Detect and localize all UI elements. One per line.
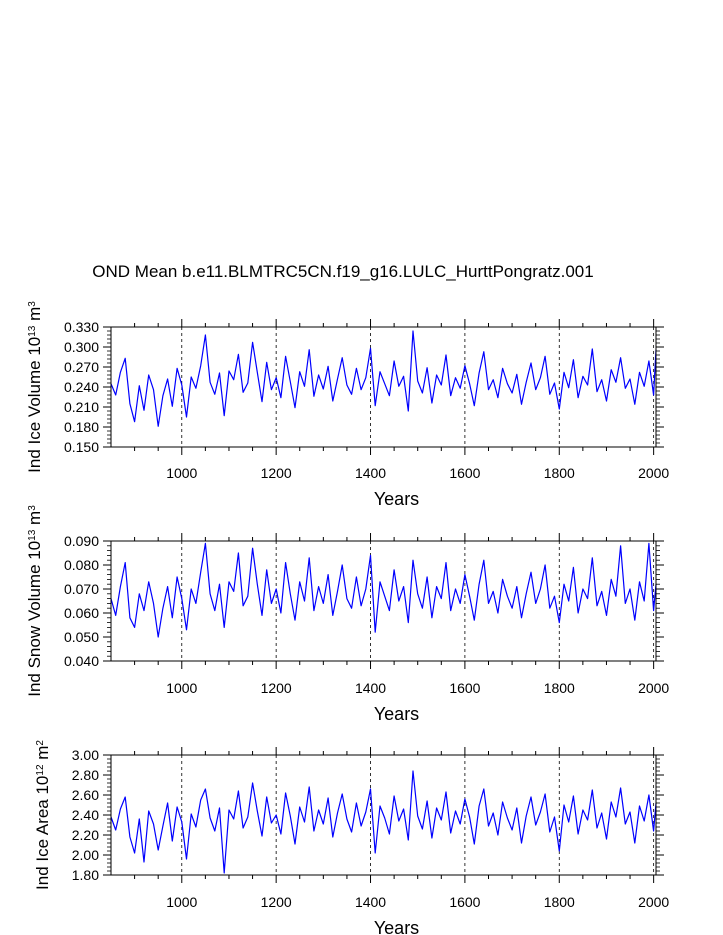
ice_volume-panel: 0.150 0.180 0.210 0.240 0.270 0.300 0.330 1000 1… <box>25 301 669 509</box>
y-tick-label: 0.300 <box>64 339 99 355</box>
x-tick-label: 1600 <box>449 680 480 696</box>
x-axis-label: Years <box>374 704 419 724</box>
x-tick-label: 2000 <box>638 894 669 910</box>
x-tick-label: 1400 <box>355 465 386 481</box>
y-tick-label: 0.090 <box>64 533 99 549</box>
y-tick-label: 0.080 <box>64 557 99 573</box>
x-tick-label: 1200 <box>261 465 292 481</box>
x-tick-label: 1800 <box>544 680 575 696</box>
x-tick-label: 1000 <box>166 465 197 481</box>
plot-frame <box>110 540 657 662</box>
y-axis-label: Ind Snow Volume 1013 m3 <box>25 505 44 697</box>
x-tick-label: 2000 <box>638 465 669 481</box>
y-tick-label: 2.60 <box>72 787 99 803</box>
x-tick-label: 2000 <box>638 680 669 696</box>
y-tick-label: 0.240 <box>64 379 99 395</box>
x-tick-label: 1000 <box>166 680 197 696</box>
y-tick-label: 2.00 <box>72 847 99 863</box>
y-tick-label: 0.070 <box>64 581 99 597</box>
ice_area-series-line <box>110 770 657 874</box>
y-axis-label: Ind Ice Area 1012 m2 <box>33 740 52 890</box>
y-tick-label: 0.060 <box>64 605 99 621</box>
x-axis-label: Years <box>374 489 419 509</box>
y-tick-label: 0.210 <box>64 399 99 415</box>
y-tick-label: 0.150 <box>64 439 99 455</box>
y-tick-label: 2.40 <box>72 807 99 823</box>
y-tick-label: 0.180 <box>64 419 99 435</box>
x-tick-label: 1600 <box>449 465 480 481</box>
snow_volume-series-line <box>110 542 657 638</box>
x-axis-label: Years <box>374 918 419 935</box>
x-tick-label: 1600 <box>449 894 480 910</box>
y-tick-label: 3.00 <box>72 747 99 763</box>
y-tick-label: 0.050 <box>64 629 99 645</box>
y-tick-label: 2.80 <box>72 767 99 783</box>
ice_volume-series-line <box>110 330 657 427</box>
y-tick-label: 0.330 <box>64 319 99 335</box>
chart-title: OND Mean b.e11.BLMTRC5CN.f19_g16.LULC_Hu… <box>92 262 593 281</box>
ice_area-panel: 1.80 2.00 2.20 2.40 2.60 2.80 3.00 1000 1200 1400… <box>33 740 669 935</box>
y-tick-label: 0.270 <box>64 359 99 375</box>
snow_volume-panel: 0.040 0.050 0.060 0.070 0.080 0.090 1000 1200 14… <box>25 505 669 724</box>
x-tick-label: 1800 <box>544 894 575 910</box>
x-tick-label: 1800 <box>544 465 575 481</box>
y-axis-label: Ind Ice Volume 1013 m3 <box>25 301 44 473</box>
y-tick-label: 0.040 <box>64 653 99 669</box>
x-tick-label: 1400 <box>355 894 386 910</box>
y-tick-label: 1.80 <box>72 867 99 883</box>
x-tick-label: 1000 <box>166 894 197 910</box>
x-tick-label: 1400 <box>355 680 386 696</box>
x-tick-label: 1200 <box>261 680 292 696</box>
plot-frame <box>110 326 657 448</box>
x-tick-label: 1200 <box>261 894 292 910</box>
y-tick-label: 2.20 <box>72 827 99 843</box>
